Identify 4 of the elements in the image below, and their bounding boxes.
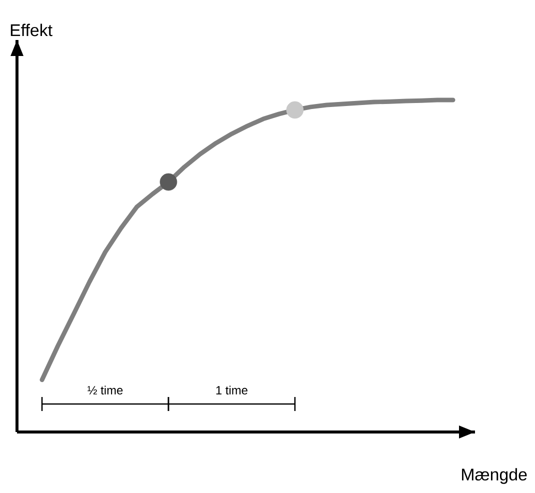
annotation: 1 time [216,386,248,394]
x-axis-title: Mængde [462,468,527,484]
y-axis-title: Effekt [10,24,52,36]
annotation: ½ time [88,386,123,394]
